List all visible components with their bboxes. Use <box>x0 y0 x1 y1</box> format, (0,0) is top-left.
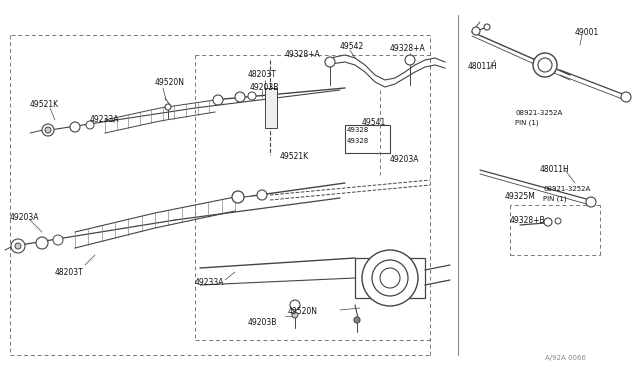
Text: 48011H: 48011H <box>540 165 570 174</box>
Circle shape <box>405 55 415 65</box>
Circle shape <box>165 104 171 110</box>
Text: 48203T: 48203T <box>248 70 276 79</box>
Circle shape <box>232 191 244 203</box>
Text: 49233A: 49233A <box>90 115 120 124</box>
Circle shape <box>213 95 223 105</box>
Circle shape <box>555 218 561 224</box>
Circle shape <box>290 300 300 310</box>
Text: 49203B: 49203B <box>250 83 280 92</box>
Circle shape <box>544 218 552 226</box>
Text: PIN (1): PIN (1) <box>515 120 539 126</box>
Text: 49328+A: 49328+A <box>390 44 426 53</box>
Circle shape <box>538 58 552 72</box>
Text: 49520N: 49520N <box>155 78 185 87</box>
Text: 49203A: 49203A <box>10 213 40 222</box>
Circle shape <box>621 92 631 102</box>
Circle shape <box>292 312 298 318</box>
Text: 49521K: 49521K <box>280 152 309 161</box>
Circle shape <box>257 190 267 200</box>
Text: 49001: 49001 <box>575 28 599 37</box>
Text: 49520N: 49520N <box>288 307 318 316</box>
Circle shape <box>70 122 80 132</box>
Circle shape <box>533 53 557 77</box>
Circle shape <box>15 243 21 249</box>
Circle shape <box>354 317 360 323</box>
Text: 49328+B: 49328+B <box>510 216 546 225</box>
Text: 49541: 49541 <box>362 118 387 127</box>
Circle shape <box>472 27 480 35</box>
Text: 49328: 49328 <box>347 138 369 144</box>
Text: 49542: 49542 <box>340 42 364 51</box>
Text: 49203A: 49203A <box>390 155 419 164</box>
Circle shape <box>235 92 245 102</box>
Bar <box>355 258 425 298</box>
Text: 49203B: 49203B <box>248 318 277 327</box>
Text: A/92A 0066: A/92A 0066 <box>545 355 586 361</box>
Bar <box>265 88 277 128</box>
Text: PIN (1): PIN (1) <box>543 196 566 202</box>
Circle shape <box>325 57 335 67</box>
Circle shape <box>380 268 400 288</box>
Circle shape <box>45 127 51 133</box>
Text: 49328: 49328 <box>347 127 369 133</box>
Circle shape <box>86 121 94 129</box>
Circle shape <box>484 24 490 30</box>
Text: 48203T: 48203T <box>55 268 84 277</box>
Text: 49328+A: 49328+A <box>285 50 321 59</box>
Bar <box>345 125 390 153</box>
Circle shape <box>11 239 25 253</box>
Circle shape <box>42 124 54 136</box>
Circle shape <box>362 250 418 306</box>
Text: 08921-3252A: 08921-3252A <box>515 110 563 116</box>
Circle shape <box>36 237 48 249</box>
Text: 49233A: 49233A <box>195 278 225 287</box>
Circle shape <box>248 92 256 100</box>
Text: 48011H: 48011H <box>468 62 498 71</box>
Circle shape <box>586 197 596 207</box>
Circle shape <box>372 260 408 296</box>
Text: 08921-3252A: 08921-3252A <box>543 186 590 192</box>
Text: 49325M: 49325M <box>505 192 536 201</box>
Text: 49521K: 49521K <box>30 100 59 109</box>
Circle shape <box>53 235 63 245</box>
